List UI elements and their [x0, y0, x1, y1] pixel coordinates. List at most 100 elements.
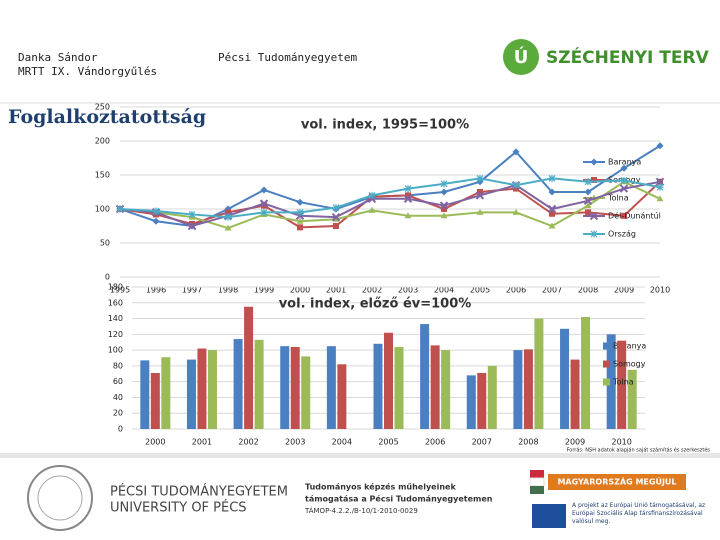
y-tick-label: 0: [118, 425, 123, 434]
y-tick-label: 200: [95, 137, 110, 146]
eu-flag: [532, 504, 566, 528]
bar: [606, 334, 616, 429]
marker: [440, 188, 448, 196]
marker: [331, 212, 341, 222]
marker: [476, 208, 484, 215]
x-tick-label: 2009: [614, 286, 634, 295]
x-tick-label: 1995: [110, 286, 130, 295]
banner-bg: [548, 474, 686, 490]
series-line: [119, 177, 661, 219]
marker: [261, 202, 267, 209]
bar: [373, 343, 383, 429]
uni-seal-inner: [37, 475, 83, 521]
x-tick-label: 2002: [362, 286, 382, 295]
bar: [337, 364, 347, 429]
y-tick-label: 180: [108, 283, 123, 292]
author: Danka Sándor: [18, 51, 98, 64]
series-line: [119, 181, 661, 229]
legend-label: Ország: [608, 230, 636, 239]
x-tick-label: 2000: [145, 438, 165, 447]
marker: [404, 212, 412, 219]
flag-white: [529, 477, 545, 487]
project-1: Tudományos képzés műhelyeinek: [305, 482, 456, 492]
source: Forrás: NSH adatok alapján saját számítá…: [567, 447, 711, 454]
marker: [477, 189, 483, 195]
bar: [617, 340, 627, 429]
x-tick-label: 2008: [518, 438, 538, 447]
eu-note: A projekt az Európai Unió támogatásával,…: [572, 502, 706, 525]
marker: [188, 210, 196, 218]
x-tick-label: 2007: [472, 438, 492, 447]
project-2: támogatása a Pécsi Tudományegyetemen: [305, 494, 493, 504]
marker: [224, 213, 232, 221]
marker: [439, 201, 449, 210]
marker: [549, 210, 555, 217]
bar: [430, 345, 440, 429]
x-tick-label: 2000: [290, 286, 310, 295]
x-tick-label: 2005: [378, 438, 398, 447]
legend-swatch: [603, 360, 610, 368]
marker: [475, 191, 485, 200]
bar: [581, 316, 591, 429]
footer-rule: [0, 453, 720, 458]
marker: [187, 221, 197, 231]
bar: [290, 346, 300, 429]
marker: [584, 202, 592, 209]
marker: [189, 220, 195, 227]
uni-hu: PÉCSI TUDOMÁNYEGYETEM: [110, 484, 288, 500]
x-tick-label: 2006: [506, 286, 526, 295]
marker: [619, 184, 629, 193]
y-tick-label: 160: [108, 298, 123, 307]
marker: [621, 212, 627, 219]
x-tick-label: 2010: [650, 286, 670, 295]
x-tick-label: 2008: [578, 286, 598, 295]
marker: [260, 208, 268, 216]
y-tick-label: 250: [95, 103, 110, 112]
x-tick-label: 2005: [470, 286, 490, 295]
event: MRTT IX. Vándorgyűlés: [18, 65, 157, 78]
marker: [512, 181, 520, 189]
y-tick-label: 120: [108, 330, 123, 339]
marker: [547, 204, 557, 214]
marker: [440, 212, 448, 219]
y-tick-label: 20: [113, 409, 123, 418]
marker: [296, 217, 304, 224]
bar: [394, 346, 404, 429]
marker: [152, 217, 160, 225]
logo-letter: Ú: [514, 46, 529, 68]
marker: [441, 206, 447, 212]
x-tick-label: 1999: [254, 286, 274, 295]
eu-note-box: A projekt az Európai Unió támogatásával,…: [572, 502, 706, 525]
y-tick-label: 80: [113, 361, 123, 370]
marker: [225, 209, 231, 216]
legend-swatch: [603, 342, 610, 350]
marker: [584, 188, 592, 196]
marker: [405, 192, 411, 199]
marker: [656, 195, 664, 202]
marker: [589, 211, 599, 221]
bar: [233, 339, 243, 429]
bar: [570, 359, 580, 429]
marker: [548, 174, 556, 182]
bar: [161, 357, 171, 429]
x-tick-label: 2009: [565, 438, 585, 447]
y-tick-label: 100: [95, 205, 110, 214]
banner: MAGYARORSZÁG MEGÚJUL: [557, 476, 676, 487]
x-tick-label: 2003: [398, 286, 418, 295]
bar: [466, 375, 476, 429]
legend-label: Baranya: [608, 158, 641, 167]
legend-label: Tolna: [612, 378, 634, 387]
bar: [523, 349, 533, 429]
marker: [585, 209, 591, 216]
marker: [152, 207, 160, 215]
marker: [476, 174, 484, 182]
bar: [150, 372, 160, 429]
y-tick-label: 150: [95, 171, 110, 180]
marker: [548, 188, 556, 196]
marker: [656, 142, 664, 150]
bar: [420, 324, 430, 429]
heading: Foglalkoztatottság: [8, 106, 206, 128]
y-tick-label: 60: [113, 377, 123, 386]
